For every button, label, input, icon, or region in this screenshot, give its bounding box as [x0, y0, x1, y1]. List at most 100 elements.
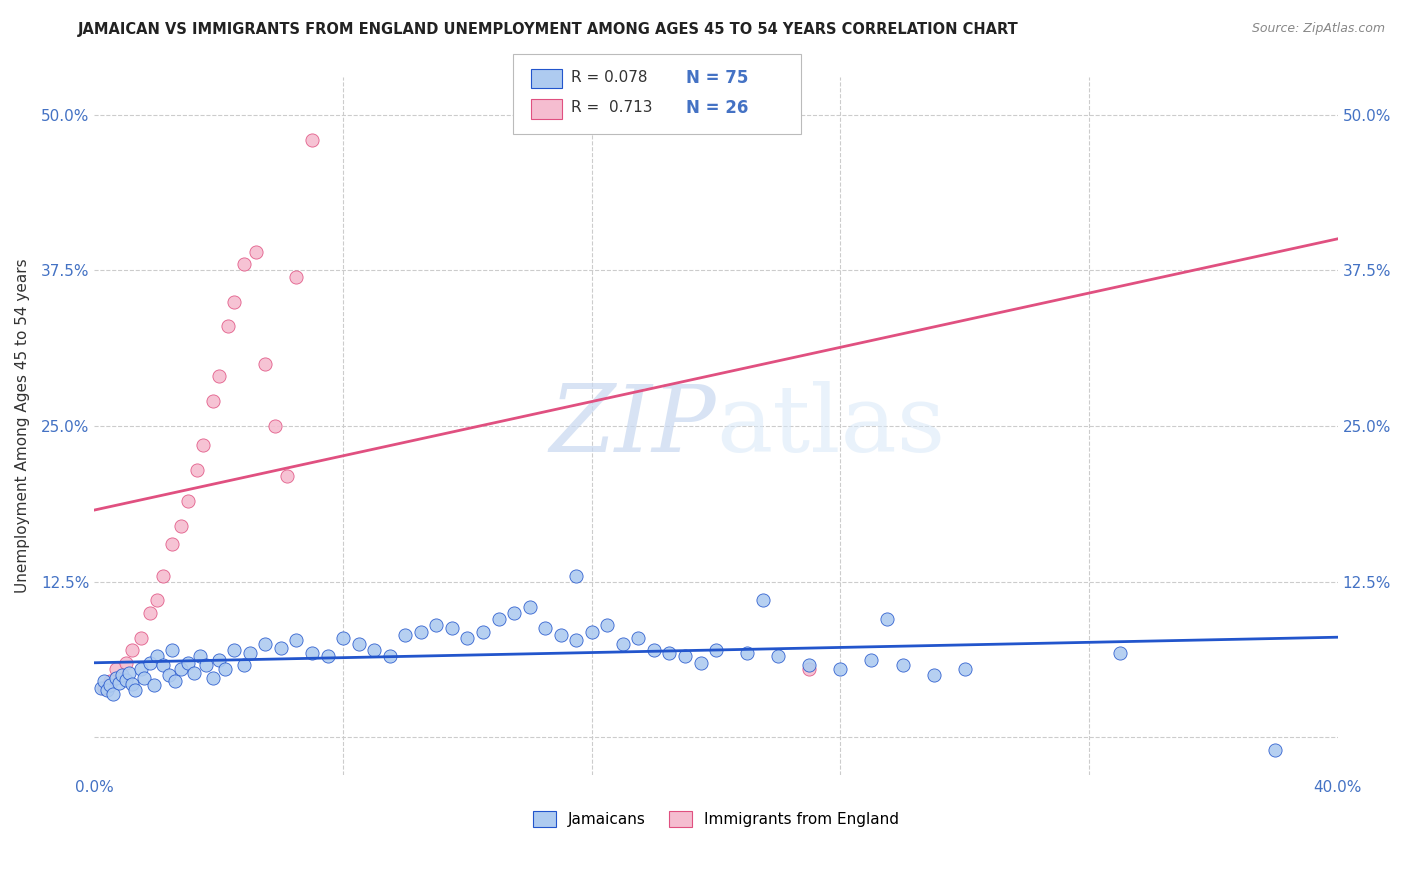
Point: [612, 637, 634, 651]
Point: [101, 687, 124, 701]
Point: [316, 649, 339, 664]
Point: [121, 643, 143, 657]
Text: R = 0.078: R = 0.078: [571, 70, 647, 85]
Point: [799, 658, 821, 673]
Point: [124, 683, 146, 698]
Point: [425, 618, 447, 632]
Text: R =  0.713: R = 0.713: [571, 101, 652, 115]
Point: [285, 633, 308, 648]
Point: [596, 618, 619, 632]
Point: [145, 649, 167, 664]
Point: [114, 673, 136, 687]
Point: [472, 624, 495, 639]
Point: [208, 369, 231, 384]
Text: atlas: atlas: [716, 381, 945, 471]
Point: [953, 662, 976, 676]
Point: [129, 662, 152, 676]
Point: [93, 681, 115, 695]
Point: [378, 649, 401, 664]
Point: [129, 631, 152, 645]
Point: [224, 643, 246, 657]
Point: [627, 631, 650, 645]
Point: [830, 662, 852, 676]
Legend: Jamaicans, Immigrants from England: Jamaicans, Immigrants from England: [527, 805, 905, 833]
Point: [440, 621, 463, 635]
Point: [565, 568, 588, 582]
Point: [139, 606, 162, 620]
Point: [186, 463, 208, 477]
Point: [409, 624, 432, 639]
Point: [177, 656, 200, 670]
Point: [160, 643, 183, 657]
Point: [751, 593, 773, 607]
Point: [201, 394, 224, 409]
Point: [170, 518, 193, 533]
Point: [139, 656, 162, 670]
Point: [347, 637, 370, 651]
Point: [735, 646, 758, 660]
Point: [114, 656, 136, 670]
Point: [224, 294, 246, 309]
Point: [301, 646, 323, 660]
Point: [98, 674, 121, 689]
Point: [1264, 743, 1286, 757]
Point: [565, 633, 588, 648]
Point: [581, 624, 603, 639]
Point: [673, 649, 696, 664]
Point: [232, 658, 254, 673]
Point: [245, 244, 267, 259]
Point: [105, 671, 128, 685]
Point: [519, 599, 541, 614]
Point: [254, 357, 277, 371]
Point: [90, 681, 112, 695]
Point: [689, 656, 711, 670]
Point: [394, 628, 416, 642]
Point: [891, 658, 914, 673]
Point: [301, 133, 323, 147]
Point: [270, 640, 292, 655]
Text: N = 75: N = 75: [686, 69, 748, 87]
Point: [263, 419, 285, 434]
Point: [105, 662, 128, 676]
Point: [160, 537, 183, 551]
Point: [643, 643, 665, 657]
Y-axis label: Unemployment Among Ages 45 to 54 years: Unemployment Among Ages 45 to 54 years: [15, 259, 30, 593]
Point: [214, 662, 236, 676]
Point: [157, 668, 180, 682]
Point: [152, 568, 174, 582]
Point: [799, 662, 821, 676]
Point: [239, 646, 262, 660]
Point: [488, 612, 510, 626]
Point: [193, 438, 215, 452]
Text: Source: ZipAtlas.com: Source: ZipAtlas.com: [1251, 22, 1385, 36]
Point: [121, 677, 143, 691]
Point: [276, 469, 298, 483]
Point: [503, 606, 526, 620]
Point: [704, 643, 727, 657]
Text: ZIP: ZIP: [550, 381, 716, 471]
Point: [232, 257, 254, 271]
Point: [183, 665, 205, 680]
Point: [208, 653, 231, 667]
Point: [118, 665, 141, 680]
Point: [550, 628, 572, 642]
Point: [658, 646, 681, 660]
Text: JAMAICAN VS IMMIGRANTS FROM ENGLAND UNEMPLOYMENT AMONG AGES 45 TO 54 YEARS CORRE: JAMAICAN VS IMMIGRANTS FROM ENGLAND UNEM…: [77, 22, 1018, 37]
Text: N = 26: N = 26: [686, 99, 748, 117]
Point: [201, 671, 224, 685]
Point: [170, 662, 193, 676]
Point: [134, 671, 156, 685]
Point: [876, 612, 898, 626]
Point: [922, 668, 945, 682]
Point: [108, 675, 131, 690]
Point: [217, 319, 239, 334]
Point: [111, 668, 134, 682]
Point: [1109, 646, 1132, 660]
Point: [195, 658, 218, 673]
Point: [152, 658, 174, 673]
Point: [188, 649, 211, 664]
Point: [332, 631, 354, 645]
Point: [456, 631, 478, 645]
Point: [165, 674, 187, 689]
Point: [98, 678, 121, 692]
